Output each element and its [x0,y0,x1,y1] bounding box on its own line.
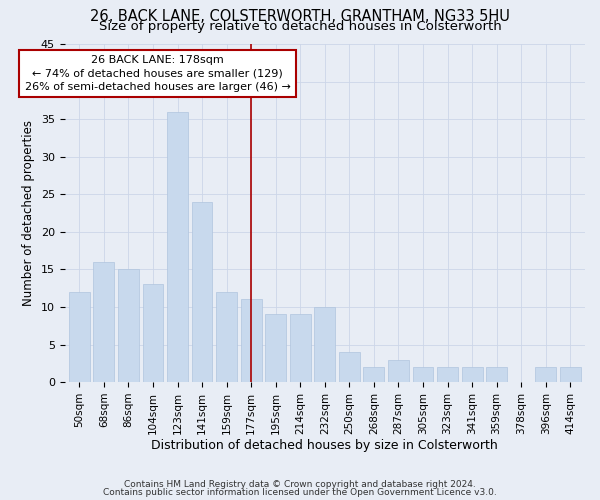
Bar [265,314,286,382]
Bar [167,112,188,382]
Y-axis label: Number of detached properties: Number of detached properties [22,120,35,306]
Bar [437,367,458,382]
Bar [364,367,385,382]
Bar [339,352,360,382]
Bar [216,292,237,382]
Bar [388,360,409,382]
Bar [143,284,163,382]
X-axis label: Distribution of detached houses by size in Colsterworth: Distribution of detached houses by size … [151,440,498,452]
Bar [290,314,311,382]
Bar [560,367,581,382]
Bar [486,367,507,382]
Bar [535,367,556,382]
Text: 26, BACK LANE, COLSTERWORTH, GRANTHAM, NG33 5HU: 26, BACK LANE, COLSTERWORTH, GRANTHAM, N… [90,9,510,24]
Bar [118,270,139,382]
Bar [191,202,212,382]
Text: Size of property relative to detached houses in Colsterworth: Size of property relative to detached ho… [98,20,502,33]
Bar [94,262,114,382]
Text: 26 BACK LANE: 178sqm
← 74% of detached houses are smaller (129)
26% of semi-deta: 26 BACK LANE: 178sqm ← 74% of detached h… [25,56,291,92]
Bar [314,307,335,382]
Bar [241,300,262,382]
Text: Contains HM Land Registry data © Crown copyright and database right 2024.: Contains HM Land Registry data © Crown c… [124,480,476,489]
Bar [413,367,433,382]
Bar [69,292,90,382]
Text: Contains public sector information licensed under the Open Government Licence v3: Contains public sector information licen… [103,488,497,497]
Bar [461,367,482,382]
